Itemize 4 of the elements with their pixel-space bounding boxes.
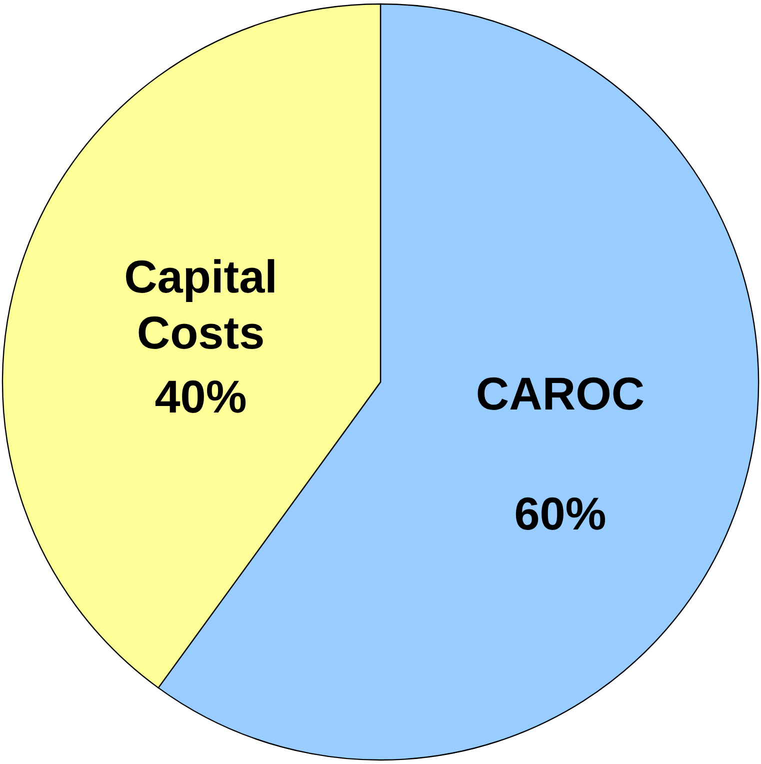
data-label: 60% — [514, 487, 606, 540]
data-label: 40% — [154, 370, 247, 423]
slice-label: CAROC — [476, 367, 645, 420]
slice-label: Capital Costs — [124, 250, 278, 359]
